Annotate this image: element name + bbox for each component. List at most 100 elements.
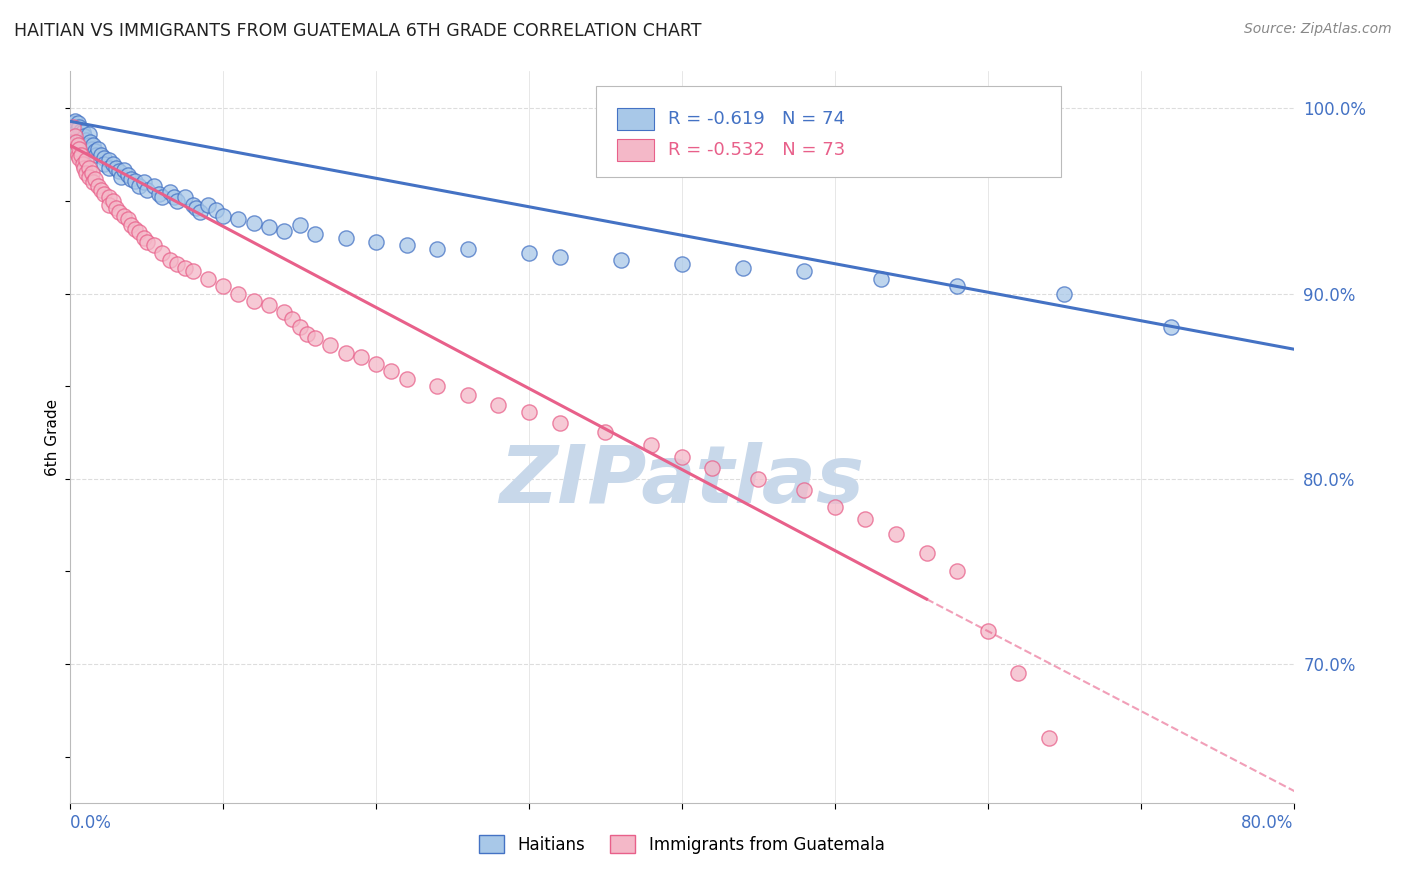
Point: [143, 179, 166, 194]
Text: 80.0%: 80.0%: [1241, 814, 1294, 832]
Text: R = -0.619   N = 74: R = -0.619 N = 74: [668, 110, 845, 128]
Point: [163, 190, 186, 204]
Point: [150, 245, 173, 260]
Point: [101, 157, 124, 171]
Point: [212, 209, 235, 223]
Point: [79, 135, 101, 149]
Point: [1160, 319, 1182, 334]
Point: [108, 164, 131, 178]
Point: [143, 238, 166, 252]
Point: [117, 212, 139, 227]
Point: [135, 235, 157, 249]
Point: [65, 120, 87, 134]
Point: [281, 312, 304, 326]
Point: [671, 450, 693, 464]
Point: [335, 346, 357, 360]
Point: [72, 157, 94, 171]
Point: [93, 186, 115, 201]
Point: [62, 116, 84, 130]
Text: ZIPatlas: ZIPatlas: [499, 442, 865, 520]
Point: [62, 123, 84, 137]
Point: [1038, 731, 1060, 745]
Point: [90, 147, 112, 161]
Point: [671, 257, 693, 271]
Text: R = -0.532   N = 73: R = -0.532 N = 73: [668, 141, 845, 159]
Point: [150, 190, 173, 204]
Point: [62, 120, 84, 134]
Point: [884, 527, 907, 541]
Point: [70, 131, 93, 145]
Point: [747, 472, 769, 486]
Point: [69, 135, 91, 149]
Point: [66, 116, 89, 130]
Text: Source: ZipAtlas.com: Source: ZipAtlas.com: [1244, 22, 1392, 37]
Point: [84, 147, 107, 161]
Point: [228, 212, 250, 227]
Point: [548, 250, 571, 264]
Point: [124, 221, 146, 235]
Point: [204, 203, 226, 218]
Y-axis label: 6th Grade: 6th Grade: [45, 399, 60, 475]
Point: [457, 242, 479, 256]
Point: [87, 142, 110, 156]
Point: [82, 138, 104, 153]
Point: [69, 152, 91, 166]
FancyBboxPatch shape: [596, 86, 1062, 178]
Point: [70, 147, 93, 161]
Point: [70, 123, 93, 137]
Point: [132, 231, 155, 245]
Point: [166, 257, 188, 271]
Point: [121, 218, 143, 232]
Point: [793, 483, 815, 497]
Point: [297, 327, 319, 342]
Point: [66, 138, 89, 153]
Point: [73, 161, 96, 175]
Point: [793, 264, 815, 278]
Point: [174, 260, 197, 275]
Point: [855, 512, 877, 526]
Point: [915, 546, 938, 560]
Point: [517, 245, 540, 260]
Point: [132, 176, 155, 190]
Point: [946, 565, 969, 579]
Point: [75, 142, 97, 156]
Point: [976, 624, 998, 638]
Point: [733, 260, 755, 275]
Point: [63, 129, 86, 144]
Point: [426, 242, 449, 256]
Point: [93, 157, 115, 171]
Point: [946, 279, 969, 293]
Point: [65, 126, 87, 140]
Point: [105, 202, 128, 216]
Point: [66, 147, 89, 161]
Point: [380, 364, 402, 378]
Point: [197, 197, 219, 211]
Point: [273, 224, 295, 238]
Point: [166, 194, 188, 208]
Point: [212, 279, 235, 293]
Point: [90, 183, 112, 197]
Point: [159, 253, 181, 268]
Point: [640, 438, 662, 452]
Point: [69, 120, 91, 134]
Point: [101, 194, 124, 208]
Point: [243, 216, 266, 230]
Point: [350, 350, 373, 364]
Point: [82, 176, 104, 190]
Legend: Haitians, Immigrants from Guatemala: Haitians, Immigrants from Guatemala: [472, 829, 891, 860]
Point: [87, 179, 110, 194]
Point: [148, 186, 170, 201]
Point: [77, 138, 100, 153]
Point: [188, 205, 211, 219]
Point: [174, 190, 197, 204]
Point: [124, 173, 146, 187]
Point: [83, 171, 105, 186]
Point: [243, 293, 266, 308]
Point: [595, 425, 617, 440]
Point: [97, 153, 120, 168]
Point: [869, 272, 891, 286]
Point: [63, 129, 86, 144]
Point: [159, 185, 181, 199]
Point: [366, 357, 388, 371]
Point: [273, 305, 295, 319]
